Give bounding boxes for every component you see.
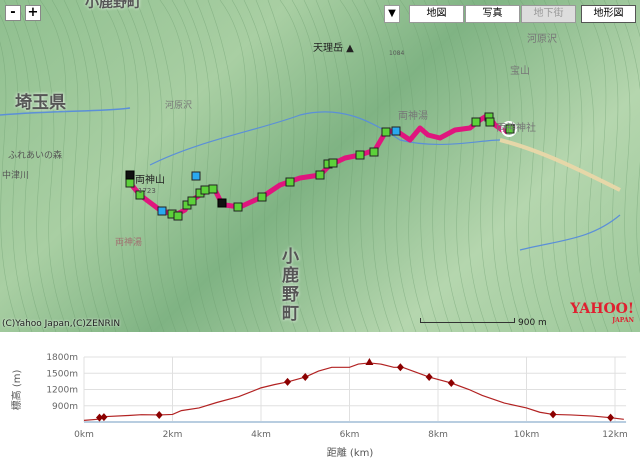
elevation-chart: 900m 1200m 1500m 1800m 0km 2km 4km 6km 8km 10km 12… [10, 353, 628, 459]
x-tick-label: 0km [74, 430, 94, 440]
route-line [125, 112, 512, 218]
mountain-altitude: 1723 [138, 187, 156, 195]
waypoint-marker [95, 413, 103, 422]
waypoint-marker [471, 117, 481, 127]
dropdown-arrow-icon[interactable]: ▼ [384, 5, 400, 23]
waypoint-marker [425, 373, 433, 382]
x-tick-label: 10km [514, 430, 539, 440]
mountain-label-2: 宝山 [510, 66, 530, 77]
x-axis-label: 距離 (km) [327, 446, 374, 459]
goal-circle [501, 121, 517, 137]
copyright: (C)Yahoo Japan,(C)ZENRIN [2, 319, 121, 329]
x-tick-label: 4km [251, 430, 271, 440]
yahoo-logo: YAHOO! JAPAN [570, 301, 634, 324]
waypoint-marker [549, 410, 557, 419]
y-tick-label: 1500m [46, 369, 78, 379]
prefecture-label: 埼玉県 [15, 93, 66, 113]
elevation-line [83, 362, 624, 421]
waypoint-marker [607, 413, 615, 422]
scale-bar [420, 318, 515, 323]
waypoint-marker [284, 377, 292, 386]
waypoint-marker [187, 196, 197, 206]
area-label: 河原沢 [165, 101, 193, 111]
waypoint-marker [485, 117, 495, 127]
waypoint-marker [381, 127, 391, 137]
waypoint-marker [200, 185, 210, 195]
map-type-photo[interactable]: 写真 [465, 5, 520, 23]
map-type-terrain[interactable]: 地形図 [581, 5, 636, 23]
area-label: 両神湯 [398, 111, 428, 122]
town-label: 小鹿野町 [282, 247, 299, 324]
waypoint-marker [447, 379, 455, 387]
waypoint-marker [396, 363, 404, 372]
x-tick-label: 12km [602, 430, 627, 440]
waypoint-marker [257, 192, 267, 202]
map-type-underground: 地下街 [521, 5, 576, 23]
area-label: 河原沢 [527, 34, 557, 45]
photo-marker [157, 206, 167, 216]
peak-name: 天理岳 [313, 43, 343, 54]
checkpoint-marker [217, 198, 227, 208]
waypoint-marker [505, 124, 515, 134]
photo-marker [391, 126, 401, 136]
waypoint-marker [315, 170, 325, 180]
x-tick-label: 2km [163, 430, 183, 440]
map-type-map[interactable]: 地図 [409, 5, 464, 23]
map-terrain [0, 0, 640, 332]
area-label: 両神湯 [115, 238, 143, 248]
waypoint-marker [301, 373, 309, 382]
summit-marker [365, 357, 374, 365]
waypoint-marker [100, 413, 108, 422]
altitude-label: 1084 [389, 50, 405, 57]
waypoint-marker [355, 150, 365, 160]
y-tick-label: 900m [52, 402, 78, 412]
waypoint-marker [155, 410, 163, 419]
river-label: 中津川 [2, 171, 30, 181]
peak-label: 天理岳 ▲ [313, 43, 354, 54]
waypoint-marker [233, 202, 243, 212]
checkpoint-marker [125, 170, 135, 180]
mountain-label: 両神山 [135, 175, 165, 186]
waypoint-marker [208, 184, 218, 194]
y-axis-label: 標高 (m) [10, 370, 23, 411]
waypoint-marker [369, 147, 379, 157]
photo-marker [191, 171, 201, 181]
scale-label: 900 m [518, 318, 547, 328]
town-label-top: 小鹿野町 [85, 0, 141, 11]
map-view[interactable]: - + ▼ 地図 写真 地下街 地形図 小鹿野町 天理岳 ▲ 1084 河原沢 … [0, 0, 640, 332]
waypoint-marker [328, 158, 338, 168]
shrine-label: 両神神社 [496, 123, 536, 134]
x-tick-label: 8km [428, 430, 448, 440]
y-tick-label: 1200m [46, 386, 78, 396]
waypoint-marker [173, 211, 183, 221]
forest-label: ふれあいの森 [8, 151, 63, 161]
zoom-out-button[interactable]: - [5, 5, 21, 21]
y-tick-label: 1800m [46, 353, 78, 363]
x-tick-label: 6km [340, 430, 360, 440]
waypoint-marker [285, 177, 295, 187]
waypoint-marker [125, 178, 135, 188]
zoom-in-button[interactable]: + [25, 5, 41, 21]
waypoint-marker [135, 190, 145, 200]
